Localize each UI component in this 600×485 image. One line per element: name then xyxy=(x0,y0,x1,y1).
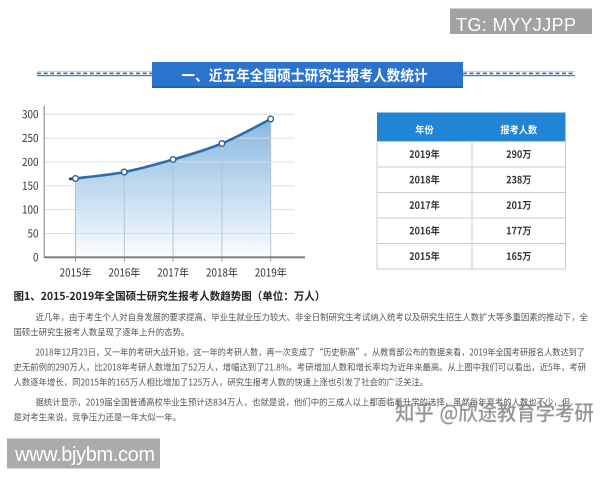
svg-text:TG: MYYJJPP: TG: MYYJJPP xyxy=(456,15,576,35)
svg-text:www.bjybm.com: www.bjybm.com xyxy=(14,444,155,466)
